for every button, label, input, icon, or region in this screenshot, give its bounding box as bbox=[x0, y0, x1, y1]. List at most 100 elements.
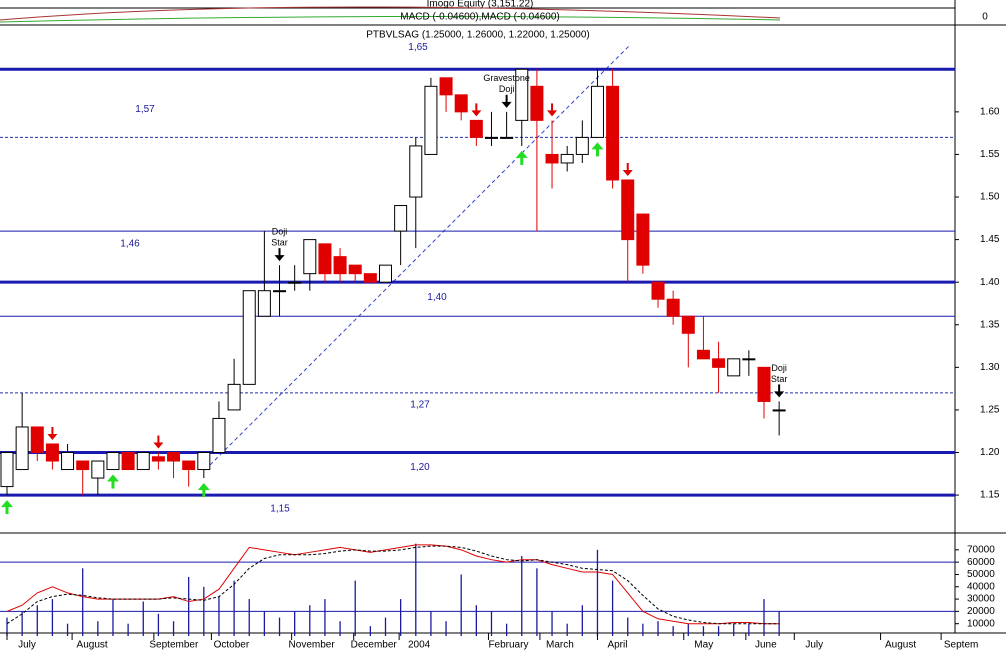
arrow-head bbox=[515, 150, 528, 158]
level-label: 1,20 bbox=[410, 462, 430, 473]
arrow-head bbox=[106, 474, 119, 482]
candle-body bbox=[15, 426, 29, 471]
candle-body bbox=[182, 460, 196, 471]
x-tick-label: July bbox=[805, 640, 823, 651]
signal-arrow bbox=[274, 248, 285, 262]
candle-body bbox=[590, 85, 604, 138]
x-tick-label: November bbox=[289, 640, 336, 651]
candle-body bbox=[91, 460, 105, 479]
volume-tick-label: 30000 bbox=[967, 594, 995, 605]
candle-body bbox=[30, 426, 44, 454]
volume-tick-label: 20000 bbox=[967, 606, 995, 617]
signal-arrow bbox=[515, 150, 528, 165]
candle-body bbox=[469, 119, 483, 138]
candle-body bbox=[379, 264, 392, 283]
level-label: 1,65 bbox=[408, 42, 428, 53]
x-tick-label: February bbox=[488, 640, 528, 651]
y-tick-label: 1.15 bbox=[980, 490, 1000, 501]
volume-tick-label: 40000 bbox=[967, 581, 995, 592]
candle-body bbox=[742, 358, 756, 361]
level-label: 1,57 bbox=[135, 104, 155, 115]
candle-body bbox=[394, 205, 408, 232]
signal-arrow bbox=[547, 103, 558, 117]
candle-body bbox=[0, 452, 14, 488]
x-tick-label: September bbox=[149, 640, 199, 651]
signal-arrow bbox=[622, 162, 633, 176]
candle-body bbox=[288, 281, 302, 284]
x-tick-label: 2004 bbox=[408, 640, 431, 651]
candle-body bbox=[363, 273, 377, 283]
annotation: Doji bbox=[272, 227, 288, 237]
level-label: 1,27 bbox=[410, 400, 430, 411]
volume-tick-label: 10000 bbox=[967, 618, 995, 629]
trend-line bbox=[204, 44, 631, 471]
candle-body bbox=[439, 77, 453, 96]
level-label: 1,40 bbox=[427, 292, 447, 303]
candle-body bbox=[530, 85, 544, 121]
indicator-line bbox=[0, 6, 781, 21]
arrow-head bbox=[471, 110, 482, 117]
y-tick-label: 1.35 bbox=[980, 319, 1000, 330]
y-tick-label: 1.60 bbox=[980, 107, 1000, 118]
candle-body bbox=[242, 290, 256, 385]
candle-body bbox=[515, 68, 529, 121]
volume-tick-label: 70000 bbox=[967, 544, 995, 555]
candle-body bbox=[76, 460, 90, 471]
annotation: Gravestone bbox=[483, 73, 530, 83]
candle-body bbox=[606, 85, 620, 181]
x-tick-label: October bbox=[214, 640, 250, 651]
arrow-head bbox=[1, 500, 13, 508]
y-tick-label: 1.45 bbox=[980, 234, 1000, 245]
arrow-head bbox=[197, 483, 210, 491]
candle-body bbox=[151, 456, 165, 462]
x-tick-label: Septem bbox=[944, 640, 978, 651]
candle-body bbox=[136, 452, 150, 471]
x-tick-label: May bbox=[694, 640, 713, 651]
candle-body bbox=[121, 452, 135, 471]
candle-body bbox=[61, 452, 75, 471]
signal-arrow bbox=[1, 500, 13, 515]
candle-body bbox=[772, 409, 786, 412]
candle-body bbox=[484, 136, 498, 139]
candle-body bbox=[681, 315, 695, 334]
candle-body bbox=[106, 452, 120, 471]
x-tick-label: March bbox=[546, 640, 574, 651]
arrow-head bbox=[591, 142, 604, 150]
candle-body bbox=[666, 298, 680, 317]
x-tick-label: December bbox=[351, 640, 398, 651]
signal-arrow bbox=[106, 474, 119, 489]
volume-tick-label: 50000 bbox=[967, 569, 995, 580]
signal-arrow bbox=[471, 103, 482, 117]
annotation: Star bbox=[271, 238, 288, 248]
signal-arrow bbox=[774, 384, 785, 398]
candle-body bbox=[333, 256, 347, 275]
indicator-title: Imogo Equity (3,151.22) bbox=[427, 0, 534, 10]
arrow-head bbox=[622, 169, 633, 176]
volume-tick-label: 60000 bbox=[967, 557, 995, 568]
candle-body bbox=[318, 243, 332, 275]
candle-body bbox=[560, 153, 574, 164]
candle-body bbox=[212, 417, 226, 454]
signal-arrow bbox=[47, 426, 58, 440]
indicator-line bbox=[0, 15, 781, 23]
candle-body bbox=[757, 366, 771, 402]
x-tick-label: August bbox=[885, 640, 916, 651]
signal-arrow bbox=[197, 483, 210, 498]
x-tick-label: June bbox=[755, 640, 777, 651]
y-tick-label: 1.40 bbox=[980, 277, 1000, 288]
arrow-head bbox=[274, 255, 285, 262]
y-tick-label: 1.55 bbox=[980, 149, 1000, 160]
candle-body bbox=[227, 383, 241, 411]
candle-body bbox=[257, 290, 271, 317]
volume-oscillator bbox=[6, 545, 780, 625]
chart-title: PTBVLSAG (1.25000, 1.26000, 1.22000, 1.2… bbox=[366, 30, 590, 41]
annotation: Doji bbox=[499, 84, 515, 94]
candle-body bbox=[545, 153, 559, 164]
candle-body bbox=[500, 136, 514, 139]
indicator-tick: 0 bbox=[982, 12, 988, 23]
candle-body bbox=[636, 213, 650, 266]
candle-body bbox=[45, 443, 59, 462]
level-label: 1,46 bbox=[120, 239, 140, 250]
candle-body bbox=[303, 239, 317, 275]
